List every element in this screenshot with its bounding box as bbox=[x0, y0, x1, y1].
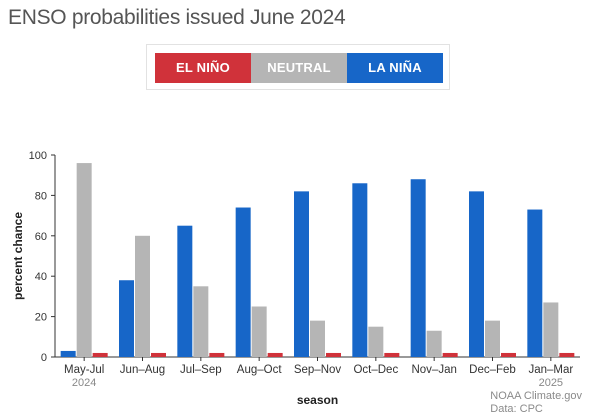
bar-el-ni-o-0 bbox=[92, 352, 108, 357]
x-tick-label: Jan–Mar bbox=[528, 364, 573, 376]
legend-item-la-nina: LA NIÑA bbox=[347, 53, 443, 83]
bar-la-ni-a-5 bbox=[352, 183, 368, 357]
y-tick-label: 80 bbox=[35, 190, 47, 202]
bar-el-ni-o-8 bbox=[559, 352, 575, 357]
data-source-line: Data: CPC bbox=[490, 403, 543, 415]
credit-line: NOAA Climate.gov bbox=[490, 390, 582, 402]
bar-el-ni-o-1 bbox=[151, 352, 166, 357]
x-tick-label: Jul–Sep bbox=[180, 364, 222, 376]
chart-title: ENSO probabilities issued June 2024 bbox=[8, 6, 346, 29]
bar-la-ni-a-8 bbox=[527, 209, 543, 357]
x-tick-label: Aug–Oct bbox=[237, 364, 283, 376]
bar-neutral-2 bbox=[193, 286, 209, 357]
bar-el-ni-o-4 bbox=[326, 352, 341, 357]
x-tick-label: Oct–Dec bbox=[353, 364, 398, 376]
x-tick-label: Sep–Nov bbox=[294, 364, 342, 376]
x-tick-sublabel: 2025 bbox=[539, 377, 563, 389]
bar-el-ni-o-3 bbox=[267, 352, 283, 357]
bar-neutral-8 bbox=[543, 302, 559, 357]
y-tick-label: 60 bbox=[35, 231, 47, 243]
y-tick-label: 0 bbox=[41, 352, 47, 364]
bar-neutral-4 bbox=[310, 320, 325, 357]
x-tick-label: May-Jul bbox=[64, 364, 104, 376]
bar-el-ni-o-7 bbox=[501, 352, 516, 357]
bar-la-ni-a-3 bbox=[235, 207, 251, 357]
bar-la-ni-a-2 bbox=[177, 225, 193, 357]
bar-la-ni-a-4 bbox=[294, 191, 309, 357]
y-tick-label: 100 bbox=[29, 150, 47, 162]
y-axis-label: percent chance bbox=[11, 212, 25, 300]
x-tick-label: Nov–Jan bbox=[411, 364, 456, 376]
legend-item-neutral: NEUTRAL bbox=[251, 53, 347, 83]
bar-neutral-6 bbox=[426, 330, 442, 357]
bar-neutral-5 bbox=[368, 326, 384, 357]
legend: EL NIÑO NEUTRAL LA NIÑA bbox=[146, 44, 450, 90]
bar-neutral-1 bbox=[135, 235, 150, 357]
y-tick-label: 40 bbox=[35, 271, 47, 283]
bar-el-ni-o-6 bbox=[442, 352, 458, 357]
x-tick-label: Jun–Aug bbox=[120, 364, 165, 376]
bar-neutral-7 bbox=[485, 320, 500, 357]
bar-el-ni-o-2 bbox=[209, 352, 225, 357]
bar-el-ni-o-5 bbox=[384, 352, 400, 357]
bar-la-ni-a-0 bbox=[60, 350, 76, 357]
x-axis-label: season bbox=[297, 393, 338, 407]
x-tick-label: Dec–Feb bbox=[469, 364, 516, 376]
legend-item-el-nino: EL NIÑO bbox=[155, 53, 251, 83]
y-tick-label: 20 bbox=[35, 312, 47, 324]
bar-la-ni-a-7 bbox=[469, 191, 484, 357]
bar-neutral-3 bbox=[251, 306, 267, 357]
source-credit: NOAA Climate.gov Data: CPC bbox=[490, 390, 582, 416]
bar-neutral-0 bbox=[76, 163, 92, 357]
bar-la-ni-a-1 bbox=[119, 280, 134, 357]
x-tick-sublabel: 2024 bbox=[72, 377, 96, 389]
bar-la-ni-a-6 bbox=[410, 179, 426, 357]
